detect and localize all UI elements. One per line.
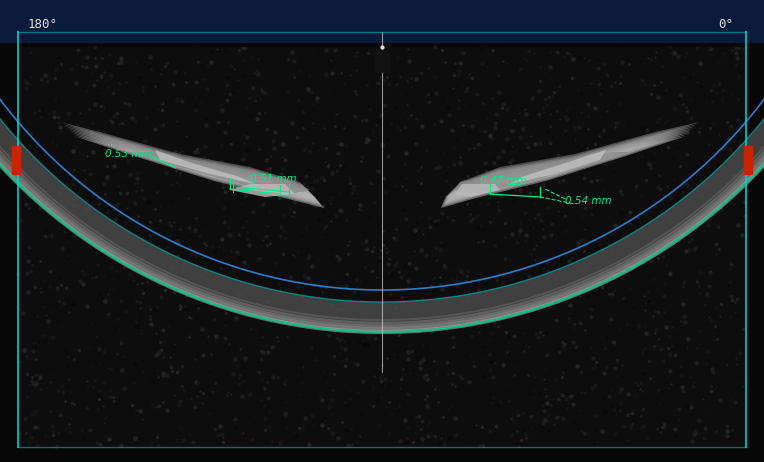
Polygon shape bbox=[445, 132, 690, 204]
Bar bbox=[12, 146, 20, 174]
Polygon shape bbox=[74, 136, 324, 208]
Polygon shape bbox=[443, 134, 688, 206]
Polygon shape bbox=[455, 122, 700, 194]
Text: 0.53 mm: 0.53 mm bbox=[105, 149, 151, 159]
Polygon shape bbox=[66, 128, 316, 200]
Bar bbox=[744, 146, 752, 174]
Polygon shape bbox=[230, 184, 295, 197]
Text: 0.47 mm: 0.47 mm bbox=[480, 176, 526, 186]
Polygon shape bbox=[60, 122, 310, 194]
Polygon shape bbox=[0, 0, 764, 332]
Text: 0°: 0° bbox=[718, 18, 733, 30]
Text: 180°: 180° bbox=[28, 18, 58, 30]
Polygon shape bbox=[130, 152, 310, 194]
Polygon shape bbox=[455, 152, 630, 194]
Bar bbox=[0, 0, 764, 42]
Bar bbox=[18, 47, 746, 447]
Polygon shape bbox=[449, 128, 694, 200]
Polygon shape bbox=[62, 124, 312, 196]
Polygon shape bbox=[155, 150, 255, 184]
Polygon shape bbox=[72, 134, 322, 206]
Polygon shape bbox=[64, 126, 314, 198]
Text: 0.51 mm: 0.51 mm bbox=[250, 174, 296, 184]
Polygon shape bbox=[68, 130, 318, 202]
Polygon shape bbox=[451, 126, 696, 198]
Polygon shape bbox=[455, 184, 500, 197]
Polygon shape bbox=[510, 150, 606, 184]
Polygon shape bbox=[447, 130, 692, 202]
Text: 0.54 mm: 0.54 mm bbox=[565, 196, 612, 206]
Bar bbox=[375, 50, 389, 72]
Polygon shape bbox=[453, 124, 698, 196]
Polygon shape bbox=[70, 132, 320, 204]
Polygon shape bbox=[441, 136, 686, 208]
